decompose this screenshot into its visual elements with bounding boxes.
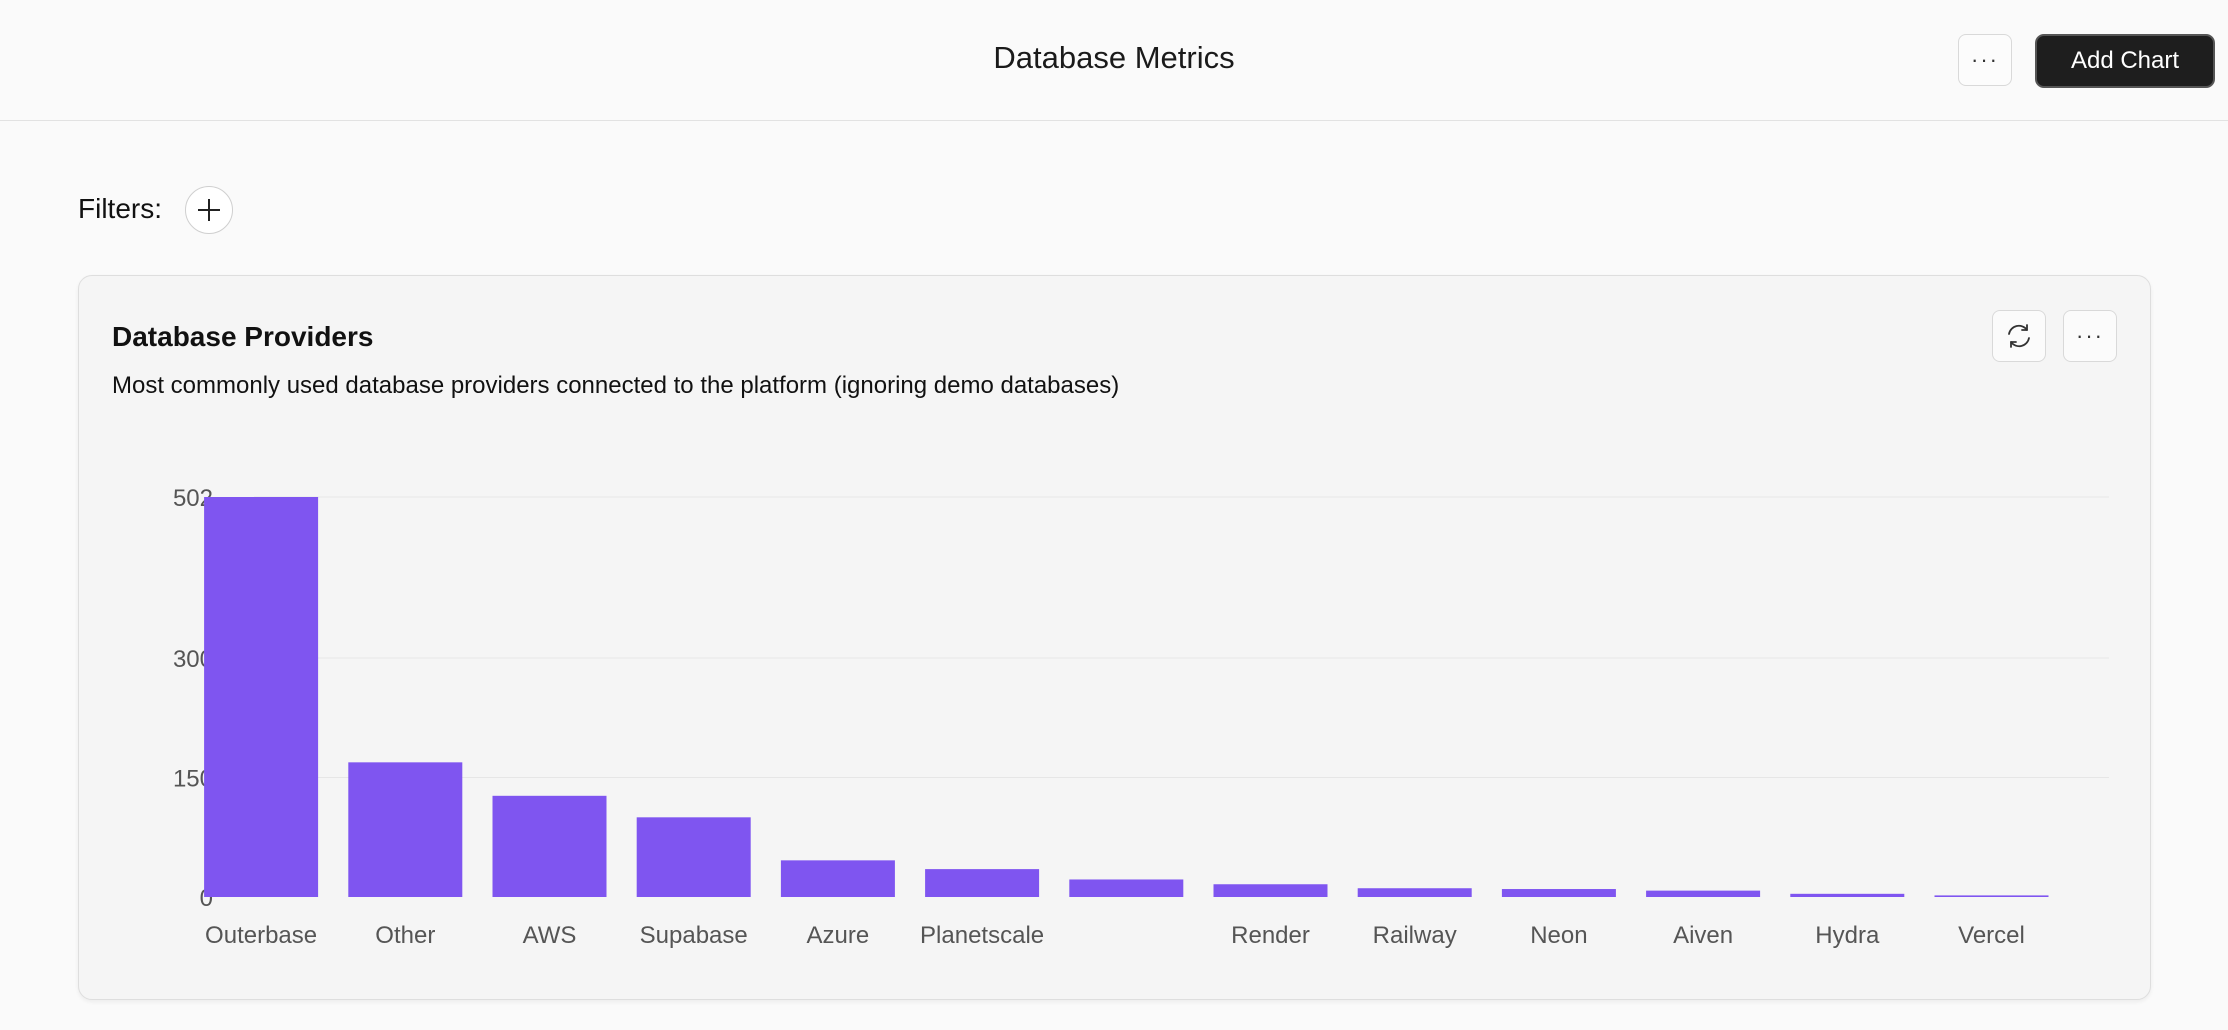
bar[interactable] (1213, 884, 1328, 897)
bar[interactable] (925, 869, 1040, 897)
page-header: Database Metrics ··· Add Chart (0, 0, 2228, 121)
chart-card: Database Providers Most commonly used da… (78, 275, 2151, 1000)
bar[interactable] (1357, 888, 1472, 897)
x-tick-label: Railway (1373, 922, 1457, 949)
x-tick-label: Supabase (640, 922, 748, 949)
chart-subtitle: Most commonly used database providers co… (112, 372, 1120, 399)
x-tick-label: Aiven (1673, 922, 1733, 949)
plus-icon (198, 199, 220, 221)
x-tick-label: Hydra (1815, 922, 1880, 949)
bar[interactable] (1501, 889, 1616, 897)
x-tick-label: Outerbase (205, 922, 317, 949)
refresh-icon (2008, 324, 2030, 348)
add-filter-button[interactable] (185, 186, 233, 234)
bar[interactable] (1934, 895, 2049, 897)
bar[interactable] (780, 860, 895, 897)
add-chart-button[interactable]: Add Chart (2035, 34, 2215, 88)
x-tick-label: Render (1231, 922, 1310, 949)
x-tick-label: Other (375, 922, 435, 949)
bar[interactable] (348, 762, 463, 897)
page-title: Database Metrics (993, 40, 1235, 75)
x-tick-label: Planetscale (920, 922, 1044, 949)
bar[interactable] (492, 795, 607, 897)
bar[interactable] (1069, 879, 1184, 897)
x-tick-label: Neon (1530, 922, 1587, 949)
bar[interactable] (636, 817, 751, 897)
x-tick-label: Vercel (1958, 922, 2025, 949)
bar[interactable] (1646, 890, 1761, 897)
x-tick-label: AWS (523, 922, 577, 949)
chart-title: Database Providers (112, 321, 374, 352)
chart-more-button[interactable]: ··· (2063, 310, 2117, 362)
x-tick-label: Azure (807, 922, 870, 949)
bar[interactable] (204, 497, 319, 897)
filters-label: Filters: (78, 193, 162, 224)
bar[interactable] (1790, 893, 1905, 897)
refresh-button[interactable] (1992, 310, 2046, 362)
header-more-button[interactable]: ··· (1958, 34, 2012, 86)
